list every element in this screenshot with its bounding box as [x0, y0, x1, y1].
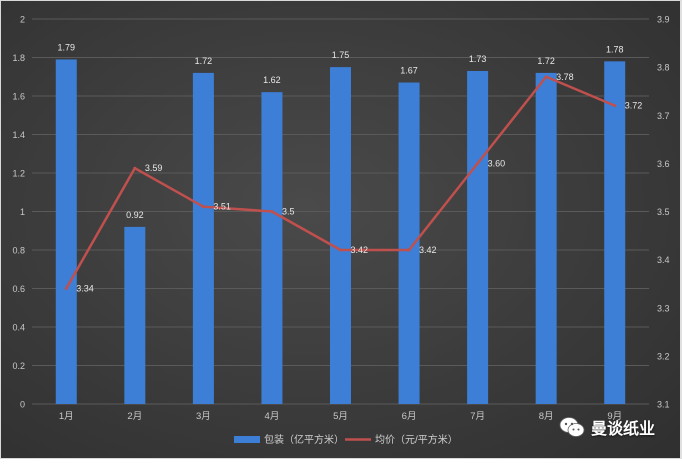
watermark: 曼谈纸业: [559, 415, 655, 439]
bar-data-label: 0.92: [126, 210, 144, 220]
line-data-label: 3.5: [282, 207, 295, 217]
x-tick-label: 8月: [539, 411, 554, 422]
line-point: [201, 205, 205, 209]
line-data-label: 3.42: [419, 245, 437, 255]
left-tick-label: 1.8: [12, 53, 25, 63]
left-tick-label: 1.6: [12, 92, 25, 102]
legend: 包装（亿平方米） 均价（元/平方米）: [234, 433, 458, 446]
x-tick-label: 9月: [607, 411, 622, 422]
wechat-icon: [559, 417, 585, 437]
bar-data-label: 1.72: [195, 56, 213, 66]
line-point: [270, 210, 274, 213]
line-point: [133, 166, 137, 170]
bar-data-label: 1.73: [469, 54, 487, 64]
left-axis-ticks: 0 0.2 0.4 0.6 0.8 1 1.2 1.4 1.6 1.8 2: [12, 15, 25, 410]
bar-series: [55, 59, 626, 405]
line-point: [476, 161, 480, 165]
line-data-label: 3.72: [625, 101, 643, 111]
bar-data-label: 1.75: [332, 50, 350, 60]
right-tick-label: 3.9: [657, 15, 670, 25]
line-point: [339, 248, 342, 252]
left-tick-label: 1.2: [12, 169, 25, 179]
line-data-label: 3.34: [76, 284, 94, 294]
line-point: [544, 75, 548, 79]
x-tick-label: 1月: [59, 411, 74, 422]
right-axis-ticks: 3.1 3.2 3.3 3.4 3.5 3.6 3.7 3.8 3.9: [657, 15, 670, 410]
line-data-label: 3.60: [488, 158, 506, 168]
x-tick-label: 3月: [196, 411, 211, 422]
right-tick-label: 3.4: [657, 255, 670, 265]
left-tick-label: 0.8: [12, 246, 25, 256]
bar: [124, 226, 146, 404]
right-tick-label: 3.5: [657, 207, 670, 217]
bar: [330, 67, 351, 404]
bar-data-label: 1.62: [263, 75, 281, 85]
bar-data-label: 1.79: [58, 42, 76, 52]
bar: [192, 72, 214, 405]
x-tick-label: 6月: [402, 411, 417, 422]
bar: [55, 59, 77, 405]
bar: [604, 61, 626, 404]
line-point: [64, 287, 68, 290]
left-tick-label: 2: [20, 15, 25, 25]
x-tick-label: 2月: [127, 411, 142, 422]
bar-data-label: 1.72: [537, 56, 555, 66]
bar-data-labels: 1.79 0.92 1.72 1.62 1.75 1.67 1.73 1.72 1.78: [58, 42, 624, 219]
bar: [535, 72, 557, 405]
line-data-label: 3.42: [351, 245, 369, 255]
line-point: [613, 104, 617, 108]
line-data-labels: 3.34 3.59 3.51 3.5 3.42 3.42 3.60 3.78 3.72: [76, 72, 642, 294]
right-tick-label: 3.6: [657, 159, 670, 169]
left-tick-label: 1.4: [12, 130, 25, 140]
bar: [467, 70, 489, 404]
right-tick-label: 3.7: [657, 111, 670, 121]
left-tick-label: 0: [20, 400, 25, 410]
legend-swatch-bar: [234, 436, 260, 443]
x-tick-label: 5月: [333, 411, 348, 422]
x-tick-label: 4月: [265, 411, 280, 422]
right-tick-label: 3.1: [657, 400, 670, 410]
left-tick-label: 1: [20, 207, 25, 217]
left-tick-label: 0.4: [12, 323, 25, 333]
legend-label-line: 均价（元/平方米）: [375, 433, 458, 446]
line-series: [64, 75, 617, 290]
right-tick-label: 3.3: [657, 303, 670, 313]
left-tick-label: 0.2: [12, 361, 25, 371]
right-tick-label: 3.8: [657, 63, 670, 73]
bar: [261, 92, 283, 405]
watermark-text: 曼谈纸业: [591, 419, 656, 438]
legend-label-bar: 包装（亿平方米）: [264, 433, 344, 446]
bar: [398, 82, 420, 405]
line-point: [407, 248, 411, 252]
left-tick-label: 0.6: [12, 284, 25, 294]
bar-data-label: 1.78: [606, 44, 624, 54]
line-data-label: 3.59: [145, 163, 163, 173]
x-axis-ticks: 1月 2月 3月 4月 5月 6月 7月 8月 9月: [59, 411, 622, 422]
line-data-label: 3.78: [556, 72, 574, 82]
bar-data-label: 1.67: [400, 66, 418, 76]
x-tick-label: 7月: [470, 411, 485, 422]
line-data-label: 3.51: [213, 202, 231, 212]
right-tick-label: 3.2: [657, 351, 670, 361]
